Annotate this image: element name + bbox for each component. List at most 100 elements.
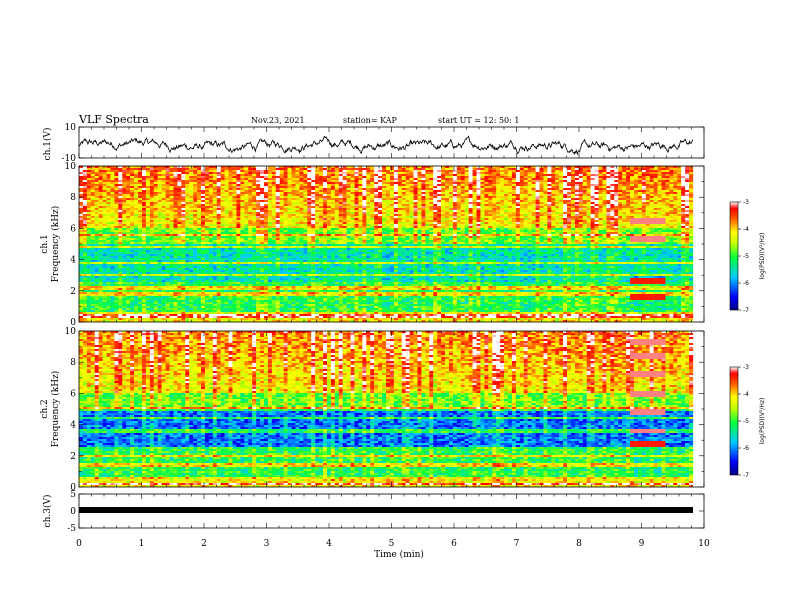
spectrogram-cell: [382, 174, 386, 176]
spectrogram-cell: [669, 198, 673, 200]
spectrogram-cell: [673, 180, 677, 182]
spectrogram-cell: [307, 190, 311, 192]
spectrogram-cell: [217, 178, 221, 180]
spectrogram-cell: [669, 194, 673, 196]
spectrogram-cell: [567, 184, 571, 186]
spectrogram-cell: [528, 194, 532, 196]
spectrogram-cell: [244, 178, 248, 180]
spectrogram-cell: [264, 196, 268, 198]
spectrogram-cell: [488, 178, 492, 180]
spectrogram-cell: [327, 190, 331, 192]
spectrogram-cell: [87, 182, 91, 184]
spectrogram-cell: [197, 170, 201, 172]
spectrogram-cell: [264, 186, 268, 188]
spectrogram-cell: [634, 184, 638, 186]
spectrogram-cell: [634, 168, 638, 170]
spectrogram-cell: [571, 168, 575, 170]
spectrogram-cell: [665, 182, 669, 184]
spectrogram-cell: [500, 180, 504, 182]
spectrogram-cell: [654, 184, 658, 186]
spectrogram-cell: [492, 180, 496, 182]
spectrogram-cell: [508, 182, 512, 184]
spectrogram-cell: [158, 200, 162, 202]
spectrogram-cell: [559, 168, 563, 170]
spectrogram-cell: [528, 198, 532, 200]
spectrogram-cell: [268, 190, 272, 192]
spectrogram-cell: [327, 186, 331, 188]
spectrogram-cell: [138, 184, 142, 186]
spectrogram-cell: [634, 176, 638, 178]
spectrogram-cell: [658, 200, 662, 202]
spectrogram-cell: [351, 190, 355, 192]
spectrogram-cell: [421, 174, 425, 176]
spectrogram-cell: [504, 186, 508, 188]
spectrogram-cell: [173, 170, 177, 172]
spectrogram-cell: [370, 188, 374, 190]
spectrogram-cell: [559, 176, 563, 178]
spectrogram-cell: [642, 180, 646, 182]
spectrogram-cell: [665, 188, 669, 190]
spectrogram-cell: [445, 198, 449, 200]
spectrogram-cell: [260, 190, 264, 192]
spectrogram-cell: [583, 172, 587, 174]
spectrogram-cell: [339, 172, 343, 174]
spectrogram-cell: [477, 186, 481, 188]
spectrogram-cell: [386, 184, 390, 186]
spectrogram-cell: [103, 172, 107, 174]
spectrogram-cell: [614, 172, 618, 174]
spectrogram-cell: [233, 170, 237, 172]
spectrogram-cell: [417, 192, 421, 194]
spectrogram-cell: [520, 176, 524, 178]
spectrogram-cell: [492, 184, 496, 186]
spectrogram-cell: [95, 172, 99, 174]
spectrogram-cell: [378, 186, 382, 188]
spectrogram-cell: [118, 184, 122, 186]
spectrogram-cell: [591, 176, 595, 178]
spectrogram-cell: [311, 168, 315, 170]
spectrogram-cell: [213, 196, 217, 198]
spectrogram-cell: [563, 200, 567, 202]
spectrogram-cell: [209, 186, 213, 188]
spectrogram-cell: [126, 178, 130, 180]
spectrogram-cell: [449, 198, 453, 200]
spectrogram-cell: [366, 168, 370, 170]
spectrogram-cell: [339, 176, 343, 178]
spectrogram-cell: [658, 174, 662, 176]
spectrogram-cell: [335, 182, 339, 184]
spectrogram-cell: [630, 180, 634, 182]
spectrogram-cell: [331, 196, 335, 198]
spectrogram-cell: [150, 174, 154, 176]
spectrogram-cell: [536, 188, 540, 190]
spectrogram-cell: [421, 186, 425, 188]
spectrogram-cell: [146, 196, 150, 198]
spectrogram-cell: [575, 196, 579, 198]
spectrogram-cell: [406, 184, 410, 186]
spectrogram-cell: [599, 170, 603, 172]
spectrogram-cell: [177, 182, 181, 184]
spectrogram-cell: [614, 186, 618, 188]
spectrogram-cell: [654, 174, 658, 176]
spectrogram-cell: [551, 186, 555, 188]
spectrogram-cell: [524, 184, 528, 186]
spectrogram-cell: [315, 200, 319, 202]
spectrogram-cell: [591, 200, 595, 202]
spectrogram-cell: [130, 190, 134, 192]
spectrogram-cell: [221, 180, 225, 182]
spectrogram-cell: [79, 178, 83, 180]
spectrogram-cell: [166, 180, 170, 182]
spectrogram-cell: [358, 188, 362, 190]
spectrogram-cell: [433, 168, 437, 170]
spectrogram-cell: [217, 200, 221, 202]
spectrogram-cell: [504, 174, 508, 176]
spectrogram-cell: [126, 190, 130, 192]
spectrogram-cell: [496, 198, 500, 200]
spectrogram-cell: [256, 184, 260, 186]
spectrogram-cell: [292, 174, 296, 176]
spectrogram-cell: [355, 194, 359, 196]
spectrogram-cell: [335, 176, 339, 178]
spectrogram-cell: [272, 192, 276, 194]
spectrogram-cell: [559, 194, 563, 196]
spectrogram-cell: [122, 184, 126, 186]
spectrogram-cell: [689, 194, 693, 196]
spectrogram-cell: [358, 194, 362, 196]
